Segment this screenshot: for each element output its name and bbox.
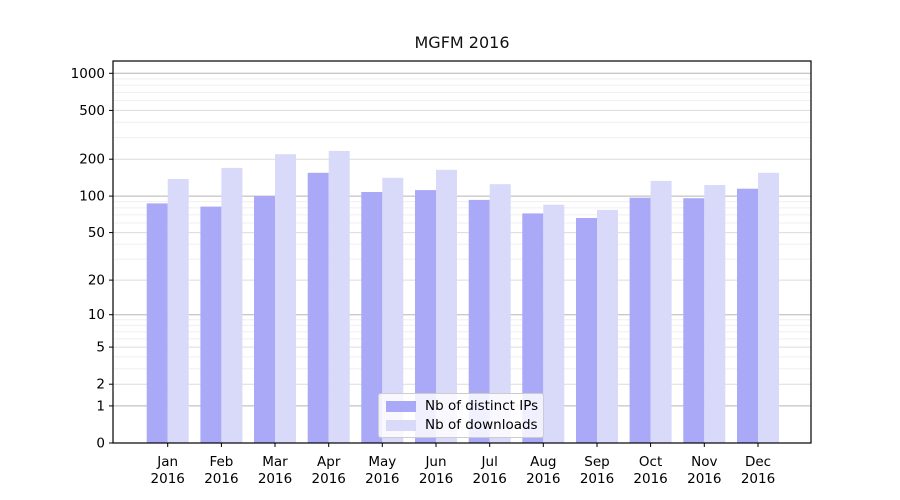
y-tick-label-100: 100 bbox=[79, 189, 105, 205]
y-tick-label-500: 500 bbox=[79, 103, 105, 119]
x-tick-year-may: 2016 bbox=[365, 471, 399, 487]
bar-distinct-ips-mar bbox=[254, 196, 275, 443]
bar-distinct-ips-aug bbox=[522, 213, 544, 443]
y-tick-label-50: 50 bbox=[88, 225, 105, 241]
bar-downloads-jan bbox=[167, 179, 189, 443]
x-tick-year-feb: 2016 bbox=[204, 471, 238, 487]
bar-distinct-ips-feb bbox=[200, 206, 222, 443]
bar-downloads-aug bbox=[543, 204, 565, 443]
bar-downloads-feb bbox=[221, 167, 243, 443]
bar-distinct-ips-jul bbox=[468, 199, 490, 443]
x-tick-year-sep: 2016 bbox=[580, 471, 614, 487]
x-tick-label-jul: Jul bbox=[481, 454, 498, 470]
plot-border bbox=[112, 60, 812, 444]
x-tick-label-sep: Sep bbox=[584, 454, 609, 470]
x-tick-year-nov: 2016 bbox=[687, 471, 721, 487]
x-tick-label-oct: Oct bbox=[639, 454, 662, 470]
legend-swatch-downloads bbox=[386, 419, 416, 431]
x-tick-label-dec: Dec bbox=[745, 454, 771, 470]
x-tick-year-apr: 2016 bbox=[312, 471, 346, 487]
x-tick-label-aug: Aug bbox=[530, 454, 556, 470]
bar-distinct-ips-oct bbox=[629, 197, 651, 443]
legend-label-distinct-ips: Nb of distinct IPs bbox=[425, 398, 539, 414]
x-tick-year-jan: 2016 bbox=[151, 471, 185, 487]
bar-downloads-apr bbox=[328, 150, 350, 443]
bar-distinct-ips-may bbox=[361, 192, 383, 443]
x-tick-year-jun: 2016 bbox=[419, 471, 453, 487]
x-tick-year-jul: 2016 bbox=[473, 471, 507, 487]
x-tick-label-nov: Nov bbox=[691, 454, 717, 470]
y-tick-label-10: 10 bbox=[88, 307, 105, 323]
x-tick-label-jan: Jan bbox=[156, 454, 178, 470]
bar-distinct-ips-sep bbox=[576, 218, 597, 443]
bar-downloads-may bbox=[382, 177, 404, 444]
x-tick-year-oct: 2016 bbox=[633, 471, 667, 487]
legend-item-distinct-ips: Nb of distinct IPs bbox=[386, 398, 538, 414]
bar-distinct-ips-nov bbox=[683, 198, 705, 443]
legend-label-downloads: Nb of downloads bbox=[425, 417, 538, 433]
x-tick-label-feb: Feb bbox=[209, 454, 233, 470]
y-tick-label-5: 5 bbox=[96, 340, 105, 356]
y-tick-label-2: 2 bbox=[96, 377, 105, 393]
bar-downloads-jun bbox=[436, 169, 457, 444]
bar-distinct-ips-dec bbox=[737, 188, 758, 443]
bar-downloads-sep bbox=[597, 209, 618, 443]
bar-distinct-ips-apr bbox=[307, 172, 329, 444]
y-tick-label-20: 20 bbox=[88, 273, 105, 289]
bar-downloads-jul bbox=[489, 184, 511, 443]
y-tick-label-0: 0 bbox=[96, 436, 105, 452]
y-tick-label-1000: 1000 bbox=[71, 66, 105, 82]
bar-downloads-dec bbox=[758, 172, 779, 444]
bar-downloads-nov bbox=[704, 185, 726, 443]
x-tick-label-apr: Apr bbox=[317, 454, 341, 470]
y-tick-label-200: 200 bbox=[79, 152, 105, 168]
bar-downloads-oct bbox=[650, 180, 672, 443]
y-tick-label-1: 1 bbox=[96, 398, 105, 414]
legend-swatch-distinct-ips bbox=[386, 400, 416, 412]
x-tick-label-may: May bbox=[368, 454, 396, 470]
x-tick-year-aug: 2016 bbox=[526, 471, 560, 487]
legend: Nb of distinct IPs Nb of downloads bbox=[378, 393, 544, 438]
bar-downloads-mar bbox=[275, 154, 296, 443]
x-tick-label-mar: Mar bbox=[262, 454, 288, 470]
x-tick-year-dec: 2016 bbox=[741, 471, 775, 487]
bar-distinct-ips-jun bbox=[415, 190, 436, 443]
chart-title: MGFM 2016 bbox=[414, 33, 510, 52]
x-tick-year-mar: 2016 bbox=[258, 471, 292, 487]
x-tick-label-jun: Jun bbox=[424, 454, 446, 470]
legend-item-downloads: Nb of downloads bbox=[386, 417, 538, 433]
bar-distinct-ips-jan bbox=[146, 203, 168, 443]
